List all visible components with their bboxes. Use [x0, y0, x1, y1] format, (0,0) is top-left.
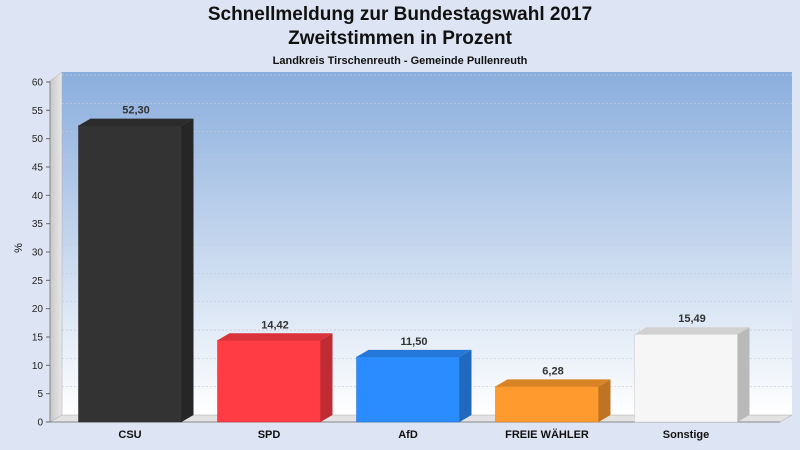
y-tick-label: 20: [32, 304, 44, 315]
y-tick-label: 55: [32, 106, 44, 117]
value-label: 52,30: [122, 105, 150, 117]
x-category-label: CSU: [118, 429, 141, 441]
bar-front: [217, 340, 321, 423]
bar-side: [459, 349, 472, 422]
value-label: 11,50: [401, 336, 428, 348]
bar-side: [181, 118, 194, 422]
y-tick-label: 15: [32, 333, 44, 344]
value-label: 15,49: [678, 313, 706, 325]
value-label: 14,42: [261, 319, 289, 331]
bar-front: [634, 333, 738, 423]
x-category-label: AfD: [398, 429, 418, 441]
chart-title-line-2: Zweitstimmen in Prozent: [288, 28, 512, 49]
bar-top: [356, 349, 472, 357]
bar-top: [634, 327, 750, 335]
bars: [78, 118, 750, 423]
bar-front: [356, 356, 460, 423]
bar-front: [495, 386, 599, 423]
y-tick-label: 40: [32, 191, 44, 202]
bar-top: [217, 333, 333, 341]
y-tick-label: 25: [32, 276, 44, 287]
chart-subtitle: Landkreis Tirschenreuth - Gemeinde Pulle…: [272, 55, 528, 67]
y-tick-label: 10: [32, 361, 44, 372]
y-tick-label: 35: [32, 219, 44, 230]
y-tick-label: 5: [37, 389, 43, 400]
bar-top: [78, 118, 194, 126]
y-tick-label: 30: [32, 248, 44, 259]
labels: 52,30 CSU 14,42 SPD 11,50 AfD 6,28 FREIE WÄHLER…: [118, 105, 709, 441]
x-category-label: SPD: [258, 429, 281, 441]
bar-side: [598, 379, 611, 422]
y-axis-ticks: 0 5 10 15 20 25 30 35 40 45 50 55 60: [32, 78, 50, 429]
bar-spd: [217, 333, 333, 423]
y-tick-label: 0: [37, 418, 43, 429]
bar-afd: [356, 349, 472, 423]
bar-sonstige: [634, 327, 750, 423]
value-label: 6,28: [542, 365, 563, 377]
y-tick-label: 50: [32, 134, 44, 145]
bar-freie-wähler: [495, 379, 611, 423]
y-tick-label: 45: [32, 163, 44, 174]
x-category-label: FREIE WÄHLER: [505, 428, 589, 441]
chart-title: Schnellmeldung zur Bundestagswahl 2017: [207, 4, 593, 25]
bar-front: [78, 125, 182, 423]
plot-left-wall: [49, 71, 63, 423]
bar-side: [737, 327, 750, 422]
bar-csu: [78, 118, 194, 423]
bar-top: [495, 379, 611, 387]
x-category-label: Sonstige: [663, 429, 709, 441]
y-axis-label: %: [13, 243, 25, 253]
bar-side: [320, 333, 333, 422]
y-tick-label: 60: [32, 78, 44, 89]
